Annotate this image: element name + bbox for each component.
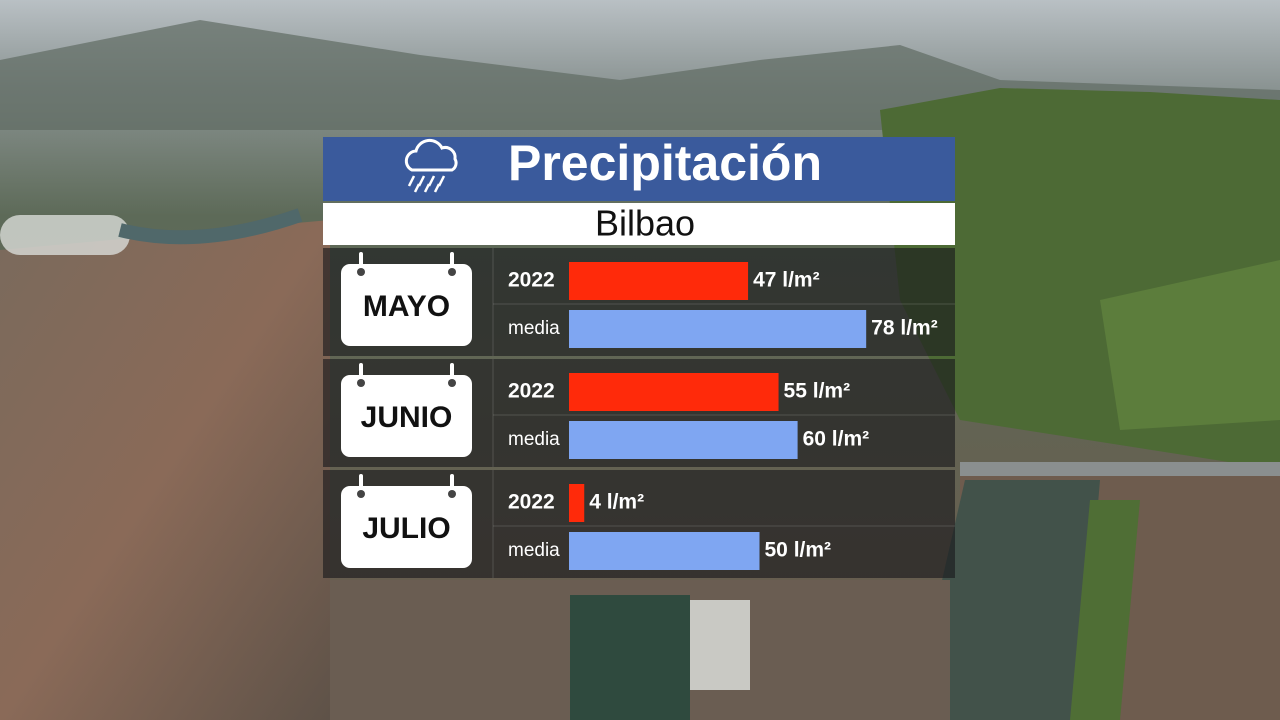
calendar-icon bbox=[341, 375, 472, 457]
subtitle-bar bbox=[323, 203, 955, 245]
series-label: media bbox=[508, 318, 560, 339]
value-label: 55 l/m² bbox=[784, 380, 851, 403]
calendar-icon bbox=[341, 264, 472, 346]
value-label: 4 l/m² bbox=[589, 491, 644, 514]
calendar-hole bbox=[357, 490, 365, 498]
bar bbox=[569, 373, 779, 411]
calendar-hole bbox=[448, 379, 456, 387]
category-label: MAYO bbox=[363, 290, 450, 323]
bar bbox=[569, 310, 867, 348]
chart-title: Precipitación bbox=[508, 135, 822, 191]
rain-icon bbox=[404, 138, 458, 193]
category-label: JULIO bbox=[362, 512, 450, 545]
chart-subtitle: Bilbao bbox=[595, 203, 695, 244]
bar bbox=[569, 532, 760, 570]
calendar-hole bbox=[357, 379, 365, 387]
series-label: 2022 bbox=[508, 269, 555, 292]
category-label: JUNIO bbox=[361, 401, 453, 434]
value-label: 47 l/m² bbox=[753, 269, 820, 292]
series-label: 2022 bbox=[508, 380, 555, 403]
bar bbox=[569, 484, 585, 522]
series-label: media bbox=[508, 429, 560, 450]
series-label: 2022 bbox=[508, 491, 555, 514]
value-label: 78 l/m² bbox=[871, 317, 938, 340]
bar bbox=[569, 262, 749, 300]
series-label: media bbox=[508, 540, 560, 561]
calendar-icon bbox=[341, 486, 472, 568]
value-label: 60 l/m² bbox=[803, 428, 870, 451]
calendar-hole bbox=[448, 268, 456, 276]
calendar-hole bbox=[357, 268, 365, 276]
bar bbox=[569, 421, 798, 459]
value-label: 50 l/m² bbox=[765, 539, 832, 562]
calendar-hole bbox=[448, 490, 456, 498]
